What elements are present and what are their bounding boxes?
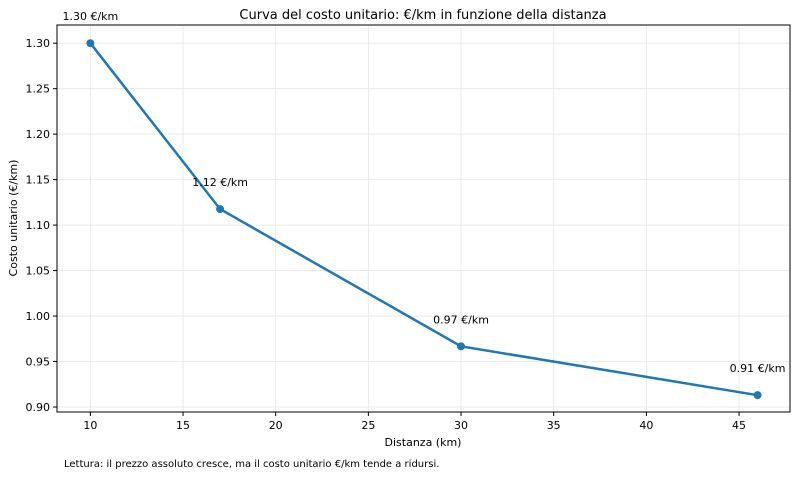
- data-point: [86, 39, 95, 48]
- x-tick-label: 15: [176, 419, 190, 432]
- series-line: [89, 42, 758, 397]
- data-point: [216, 205, 225, 214]
- x-axis-label: Distanza (km): [385, 436, 462, 449]
- data-point: [753, 391, 762, 400]
- y-tick-label: 1.00: [26, 310, 51, 323]
- x-tick-label: 40: [639, 419, 653, 432]
- x-tick-label: 20: [269, 419, 283, 432]
- y-tick-label: 1.30: [26, 37, 51, 50]
- x-tick-label: 30: [454, 419, 468, 432]
- y-tick-label: 1.20: [26, 128, 51, 141]
- y-tick-label: 1.05: [26, 265, 51, 278]
- x-tick-label: 25: [361, 419, 375, 432]
- data-point: [457, 342, 466, 351]
- y-tick-label: 0.95: [26, 356, 51, 369]
- x-tick-label: 45: [732, 419, 746, 432]
- series: 1.30 €/km 1.12 €/km 0.97 €/km 0.91 €/km: [62, 10, 786, 400]
- x-tick-label: 35: [547, 419, 561, 432]
- plot-frame: [56, 24, 791, 413]
- y-tick-label: 0.90: [26, 401, 51, 414]
- y-axis-label: Costo unitario (€/km): [7, 160, 20, 277]
- chart-title: Curva del costo unitario: €/km in funzio…: [239, 8, 606, 23]
- y-tick-label: 1.10: [26, 219, 51, 232]
- grid: [57, 25, 790, 412]
- data-label: 1.12 €/km: [192, 176, 248, 189]
- ticks: 10 15 20 25 30 35 40 45 0.90 0.95 1.00 1.05 1.10 1.15…: [26, 37, 747, 432]
- y-tick-label: 1.25: [26, 83, 51, 96]
- x-tick-label: 10: [83, 419, 97, 432]
- data-label: 0.91 €/km: [730, 362, 786, 375]
- y-tick-label: 1.15: [26, 174, 51, 187]
- data-label: 1.30 €/km: [62, 10, 118, 23]
- data-label: 0.97 €/km: [433, 313, 489, 326]
- footnote: Lettura: il prezzo assoluto cresce, ma i…: [64, 459, 439, 470]
